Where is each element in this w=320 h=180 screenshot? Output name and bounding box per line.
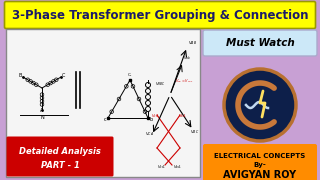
Text: $V_{bc1}$: $V_{bc1}$ [178,112,187,120]
Text: $V_{bc1}$: $V_{bc1}$ [173,163,182,171]
Text: B: B [19,73,22,78]
Text: Detailed Analysis: Detailed Analysis [19,147,101,156]
Bar [6,29,200,177]
Text: $V_{CA}$: $V_{CA}$ [145,130,154,138]
Text: AVIGYAN ROY: AVIGYAN ROY [223,170,297,180]
Text: ELECTRICAL CONCEPTS: ELECTRICAL CONCEPTS [214,153,306,159]
Text: PART - 1: PART - 1 [41,161,79,170]
Text: C: C [62,73,65,78]
Text: $V_{AB}$: $V_{AB}$ [188,39,197,47]
Text: 3-Phase Transformer Grouping & Connection: 3-Phase Transformer Grouping & Connectio… [12,8,308,21]
Text: C₁: C₁ [128,73,132,77]
Text: $V_{ab}=V_{ca1}$: $V_{ab}=V_{ca1}$ [175,77,193,85]
Circle shape [224,69,296,141]
Text: $V_{ab}$: $V_{ab}$ [183,54,191,62]
Text: $V_{ca1}$: $V_{ca1}$ [157,163,166,171]
Text: A: A [40,107,44,112]
Text: $V_{ca1}$: $V_{ca1}$ [151,112,160,120]
Text: N: N [40,115,44,120]
FancyBboxPatch shape [6,136,114,177]
Text: Must Watch: Must Watch [226,38,294,48]
FancyBboxPatch shape [203,30,317,56]
Text: By-: By- [254,162,266,168]
Text: $V_{RBC}$: $V_{RBC}$ [155,80,166,88]
Text: c: c [104,117,106,122]
FancyBboxPatch shape [203,144,317,180]
FancyBboxPatch shape [4,1,316,28]
Text: b: b [149,117,153,122]
Text: $V_{BC}$: $V_{BC}$ [190,128,199,136]
